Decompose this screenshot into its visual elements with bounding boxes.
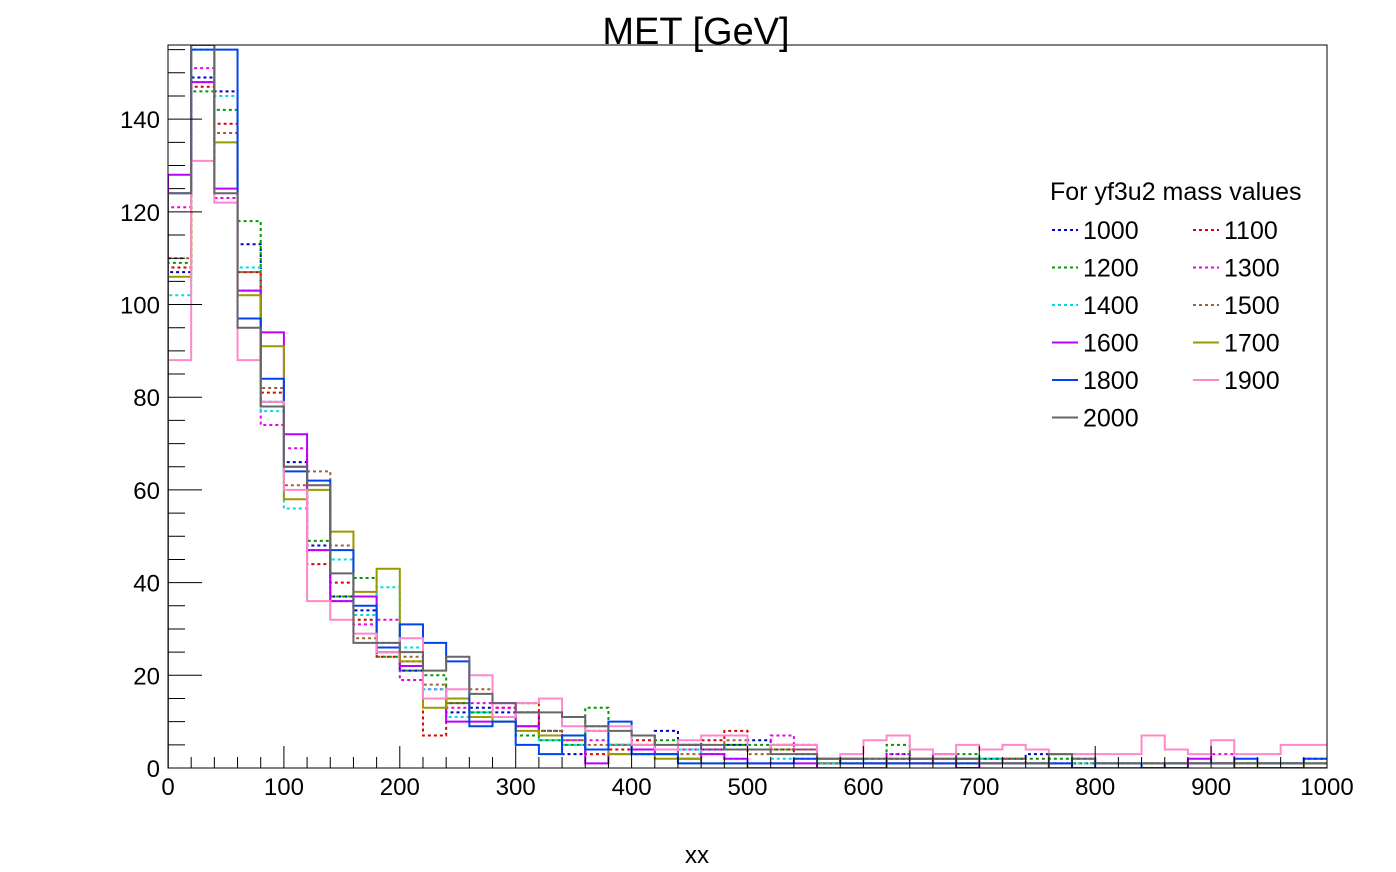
y-tick-label: 100	[120, 293, 160, 320]
series-line-1900	[168, 159, 1327, 768]
legend-entry-1000: 1000	[1052, 217, 1139, 245]
y-tick-label: 0	[147, 756, 160, 783]
plot-frame	[167, 44, 1328, 769]
y-tick-label: 80	[133, 385, 160, 412]
x-tick-label: 300	[496, 774, 536, 801]
legend-entry-1200: 1200	[1052, 255, 1139, 283]
x-tick-label: 200	[380, 774, 420, 801]
legend-label: 2000	[1083, 405, 1139, 433]
x-tick-label: 100	[264, 774, 304, 801]
series-layer	[168, 45, 1327, 768]
legend-entry-1600: 1600	[1052, 330, 1139, 358]
series-line-1400	[168, 48, 1327, 768]
legend-entry-1700: 1700	[1193, 330, 1280, 358]
legend-label: 1800	[1083, 367, 1139, 395]
x-tick-label: 500	[727, 774, 767, 801]
legend-entry-1900: 1900	[1193, 367, 1280, 395]
legend-label: 1300	[1224, 255, 1280, 283]
x-tick-label: 0	[161, 774, 174, 801]
series-line-1800	[168, 48, 1327, 768]
legend-title: For yf3u2 mass values	[1050, 178, 1302, 206]
y-tick-label: 20	[133, 663, 160, 690]
series-line-2000	[168, 45, 1327, 768]
series-line-1300	[168, 67, 1327, 768]
y-tick-label: 120	[120, 200, 160, 227]
y-tick-label: 40	[133, 571, 160, 598]
x-tick-label: 800	[1075, 774, 1115, 801]
legend-label: 1400	[1083, 292, 1139, 320]
series-line-1700	[168, 45, 1327, 768]
legend-entry-1100: 1100	[1193, 217, 1278, 245]
legend-entry-1500: 1500	[1193, 292, 1280, 320]
x-axis-label: xx	[685, 842, 709, 869]
legend-label: 1900	[1224, 367, 1280, 395]
legend-label: 1500	[1224, 292, 1280, 320]
legend-entries: 1000 1100 1200 1300 1400 1500 1600 1700 1800 1900…	[1052, 217, 1280, 433]
legend-entry-1400: 1400	[1052, 292, 1139, 320]
y-tick-label: 60	[133, 478, 160, 505]
x-tick-label: 700	[959, 774, 999, 801]
axis-layer: 0 100 200 300 400 500 600 700 800 900 1000 0 20 40 60 8…	[120, 49, 1354, 801]
legend-label: 1600	[1083, 330, 1139, 358]
legend-entry-1300: 1300	[1193, 255, 1280, 283]
legend-entry-2000: 2000	[1052, 405, 1139, 433]
legend-entry-1800: 1800	[1052, 367, 1139, 395]
x-tick-label: 900	[1191, 774, 1231, 801]
legend-label: 1000	[1083, 217, 1139, 245]
chart-title: MET [GeV]	[602, 11, 789, 53]
y-tick-label: 140	[120, 107, 160, 134]
legend-label: 1100	[1224, 217, 1278, 245]
legend-label: 1700	[1224, 330, 1280, 358]
x-tick-label: 400	[612, 774, 652, 801]
legend-label: 1200	[1083, 255, 1139, 283]
x-tick-label: 600	[843, 774, 883, 801]
legend: For yf3u2 mass values 1000 1100 1200 1300 14…	[1050, 178, 1302, 433]
x-tick-label: 1000	[1300, 774, 1353, 801]
